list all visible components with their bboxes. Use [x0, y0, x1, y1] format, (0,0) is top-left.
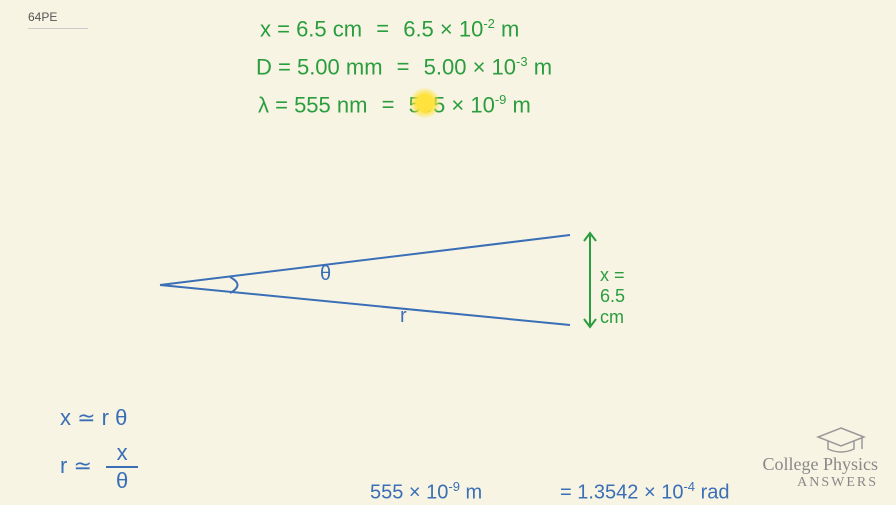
watermark-line2: ANSWERS [763, 475, 879, 491]
frag-exp: -9 [448, 479, 460, 494]
eq2-rhs-exp: -3 [516, 54, 528, 69]
approx-line1: x ≃ r θ [60, 405, 127, 431]
eq1-lhs: x = 6.5 cm [260, 16, 362, 41]
eq3-rhs-exp: -9 [495, 92, 507, 107]
equation-x: x = 6.5 cm = 6.5 × 10-2 m [260, 16, 519, 42]
approx-lhs: r ≃ [60, 453, 92, 478]
eq2-rhs-base: 5.00 × 10 [424, 54, 516, 79]
equation-d: D = 5.00 mm = 5.00 × 10-3 m [256, 54, 552, 80]
watermark: College Physics ANSWERS [763, 454, 879, 491]
frag-unit: m [466, 482, 483, 504]
eq2-lhs: D = 5.00 mm [256, 54, 383, 79]
triangle-svg [150, 225, 630, 345]
equation-lambda: λ = 555 nm = 555 × 10-9 m [258, 92, 531, 118]
r-label: r [400, 305, 407, 328]
eq3-eq: = [382, 92, 395, 117]
eq2-unit: m [534, 54, 552, 79]
problem-label: 64PE [28, 8, 88, 29]
approx-line2: r ≃ x θ [60, 440, 138, 494]
eq3-unit: m [513, 92, 531, 117]
triangle-diagram: θ r x = 6.5 cm [150, 225, 630, 345]
frag-base: 555 × 10 [370, 482, 448, 504]
bottom-fragment-right: = 1.3542 × 10-4 rad [560, 479, 730, 505]
graduation-cap-icon [816, 425, 866, 455]
eq3-lhs: λ = 555 nm [258, 92, 367, 117]
eq1-eq: = [376, 16, 389, 41]
approx-den: θ [106, 468, 138, 494]
watermark-line1: College Physics [763, 454, 879, 475]
eq1-rhs-base: 6.5 × 10 [403, 16, 483, 41]
frag-result-unit: rad [701, 482, 730, 504]
highlight-icon [410, 88, 440, 118]
frag-result-exp: -4 [683, 479, 695, 494]
bottom-fragment-left: 555 × 10-9 m [370, 479, 482, 505]
frag-result: 1.3542 × 10 [577, 482, 683, 504]
eq2-eq: = [397, 54, 410, 79]
theta-label: θ [320, 263, 331, 286]
x-side-label: x = 6.5 cm [600, 265, 630, 328]
approx-num: x [106, 440, 138, 468]
eq1-unit: m [501, 16, 519, 41]
eq1-rhs-exp: -2 [483, 16, 495, 31]
